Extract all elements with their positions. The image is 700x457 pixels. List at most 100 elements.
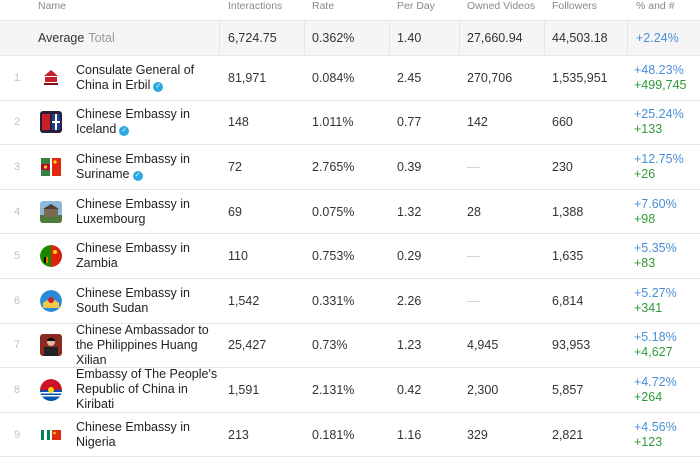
table-row[interactable]: 6 Chinese Embassy in South Sudan 1,542 0… bbox=[0, 279, 700, 324]
row-rank: 9 bbox=[14, 428, 21, 441]
row-rank: 1 bbox=[14, 71, 21, 84]
row-account[interactable]: Chinese Embassy in Suriname ✓ bbox=[40, 145, 226, 189]
account-name[interactable]: Chinese Embassy in Suriname bbox=[76, 151, 190, 181]
row-interactions: 72 bbox=[228, 159, 242, 174]
account-name[interactable]: Chinese Embassy in Luxembourg bbox=[76, 196, 190, 226]
row-rank: 6 bbox=[14, 294, 21, 307]
row-change: +4.56% +123 bbox=[634, 413, 677, 457]
col-name[interactable]: Name bbox=[38, 0, 67, 12]
row-followers: 5,857 bbox=[552, 382, 584, 397]
iceland-embassy-avatar-icon bbox=[40, 111, 62, 134]
row-rank: 4 bbox=[14, 205, 21, 218]
row-per-day: 0.42 bbox=[397, 382, 422, 397]
row-per-day: 0.29 bbox=[397, 249, 422, 264]
table-header: Name Interactions Rate Per Day Owned Vid… bbox=[0, 0, 700, 20]
row-interactions: 1,591 bbox=[228, 382, 260, 397]
row-account[interactable]: Chinese Embassy in Luxembourg bbox=[40, 190, 226, 234]
table-row[interactable]: 2 Chinese Embassy in Iceland ✓ 148 1.011%… bbox=[0, 101, 700, 146]
row-interactions: 69 bbox=[228, 204, 242, 219]
change-percent: +4.56% bbox=[634, 419, 677, 434]
row-rate: 0.331% bbox=[312, 293, 355, 308]
col-interactions[interactable]: Interactions bbox=[228, 0, 283, 12]
change-number: +4,627 bbox=[634, 345, 673, 360]
row-owned-videos: 4,945 bbox=[467, 338, 499, 353]
row-per-day: 2.45 bbox=[397, 70, 422, 85]
row-rank: 7 bbox=[14, 339, 21, 352]
row-rate: 0.075% bbox=[312, 204, 355, 219]
row-followers: 6,814 bbox=[552, 293, 584, 308]
account-name[interactable]: Consulate General of China in Erbil bbox=[76, 62, 195, 92]
row-change: +5.18% +4,627 bbox=[634, 324, 677, 368]
row-owned-videos: 2,300 bbox=[467, 382, 499, 397]
table-row[interactable]: 5 Chinese Embassy in Zambia 110 0.753% 0… bbox=[0, 234, 700, 279]
table-row[interactable]: 3 Chinese Embassy in Suriname ✓ 72 2.765%… bbox=[0, 145, 700, 190]
row-change: +12.75% +26 bbox=[634, 145, 684, 189]
luxembourg-building-icon bbox=[40, 200, 62, 223]
row-account[interactable]: Chinese Embassy in Zambia bbox=[40, 234, 226, 278]
row-account[interactable]: Chinese Embassy in Iceland ✓ bbox=[40, 101, 226, 145]
row-account[interactable]: Chinese Ambassador to the Philippines Hu… bbox=[40, 322, 226, 368]
zambia-china-flags-icon bbox=[40, 245, 62, 268]
row-change: +5.35% +83 bbox=[634, 234, 677, 278]
col-rate[interactable]: Rate bbox=[312, 0, 335, 12]
table-row[interactable]: 9 Chinese Embassy in Nigeria 213 0.181% … bbox=[0, 413, 700, 457]
change-number: +123 bbox=[634, 434, 663, 449]
account-name[interactable]: Chinese Embassy in Nigeria bbox=[76, 419, 190, 449]
table-row[interactable]: 7 Chinese Ambassador to the Philippines … bbox=[0, 322, 700, 369]
verified-badge-icon: ✓ bbox=[153, 81, 164, 92]
account-name[interactable]: Embassy of The People's Republic of Chin… bbox=[76, 367, 218, 412]
row-owned-videos: 270,706 bbox=[467, 70, 513, 85]
row-per-day: 1.23 bbox=[397, 338, 422, 353]
account-name[interactable]: Chinese Embassy in Zambia bbox=[76, 241, 190, 271]
average-label: Average Total bbox=[38, 21, 115, 55]
row-account[interactable]: Chinese Embassy in Nigeria bbox=[40, 413, 226, 457]
change-number: +98 bbox=[634, 211, 656, 226]
change-percent: +5.35% bbox=[634, 241, 677, 256]
row-rate: 0.73% bbox=[312, 338, 348, 353]
row-account[interactable]: Embassy of The People's Republic of Chin… bbox=[40, 367, 226, 412]
row-rate: 0.753% bbox=[312, 249, 355, 264]
kiribati-flag-icon bbox=[40, 378, 62, 401]
row-change: +4.72% +264 bbox=[634, 368, 677, 412]
account-name[interactable]: Chinese Embassy in South Sudan bbox=[76, 285, 190, 315]
row-change: +25.24% +133 bbox=[634, 101, 684, 145]
row-account[interactable]: Chinese Embassy in South Sudan bbox=[40, 279, 226, 323]
change-percent: +5.27% bbox=[634, 285, 677, 300]
row-rank: 3 bbox=[14, 160, 21, 173]
row-followers: 1,388 bbox=[552, 204, 584, 219]
change-number: +26 bbox=[634, 166, 656, 181]
row-owned-videos: 329 bbox=[467, 427, 488, 442]
change-number: +341 bbox=[634, 300, 663, 315]
col-change[interactable]: % and # bbox=[636, 0, 675, 12]
avg-per-day: 1.40 bbox=[397, 31, 422, 45]
col-per-day[interactable]: Per Day bbox=[397, 0, 435, 12]
row-change: +5.27% +341 bbox=[634, 279, 677, 323]
row-followers: 93,953 bbox=[552, 338, 591, 353]
table-row[interactable]: 1 Consulate General of China in Erbil ✓ 8… bbox=[0, 56, 700, 101]
row-owned-videos: 142 bbox=[467, 115, 488, 130]
row-interactions: 110 bbox=[228, 249, 248, 264]
col-owned-videos[interactable]: Owned Videos bbox=[467, 0, 536, 12]
row-interactions: 148 bbox=[228, 115, 249, 130]
row-account[interactable]: Consulate General of China in Erbil ✓ bbox=[40, 56, 226, 100]
row-rate: 2.131% bbox=[312, 382, 355, 397]
south-sudan-emblem-icon bbox=[40, 289, 62, 312]
row-change: +48.23% +499,745 bbox=[634, 56, 686, 100]
row-followers: 1,635 bbox=[552, 249, 584, 264]
change-percent: +12.75% bbox=[634, 151, 684, 166]
avg-rate: 0.362% bbox=[312, 31, 355, 45]
row-per-day: 1.32 bbox=[397, 204, 422, 219]
avg-owned-videos: 27,660.94 bbox=[467, 31, 523, 45]
row-followers: 1,535,951 bbox=[552, 70, 608, 85]
change-number: +264 bbox=[634, 389, 663, 404]
table-row[interactable]: 4 Chinese Embassy in Luxembourg 69 0.075… bbox=[0, 190, 700, 235]
row-change: +7.60% +98 bbox=[634, 190, 677, 234]
table-row[interactable]: 8 Embassy of The People's Republic of Ch… bbox=[0, 367, 700, 413]
row-rank: 8 bbox=[14, 383, 21, 396]
change-percent: +5.18% bbox=[634, 330, 677, 345]
account-name[interactable]: Chinese Ambassador to the Philippines Hu… bbox=[76, 322, 209, 367]
col-followers[interactable]: Followers bbox=[552, 0, 597, 12]
account-name[interactable]: Chinese Embassy in Iceland bbox=[76, 107, 190, 137]
row-rate: 2.765% bbox=[312, 159, 355, 174]
row-rate: 0.181% bbox=[312, 427, 355, 442]
